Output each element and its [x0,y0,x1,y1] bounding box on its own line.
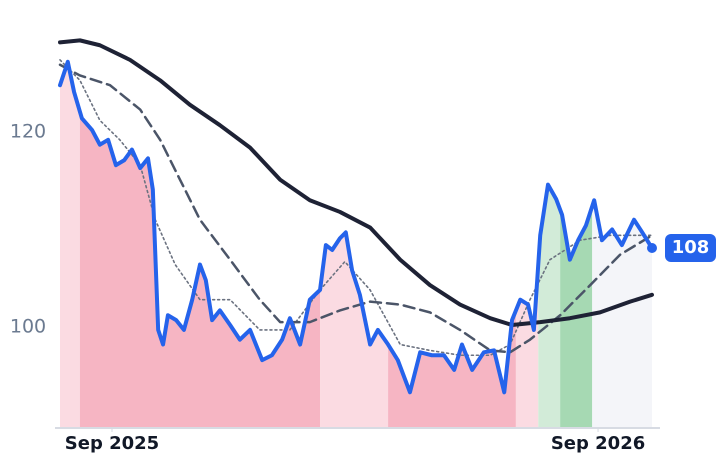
series-line [58,59,654,395]
band-area [538,184,561,427]
series-line [58,63,654,354]
band-area [592,200,652,427]
x-tick-label: Sep 2026 [551,433,645,454]
band-area [320,232,389,427]
y-tick-label: 120 [10,121,46,143]
x-tick-label: Sep 2025 [65,433,159,454]
series-line [58,38,654,328]
value-badge [665,234,716,263]
last-point [647,243,657,254]
y-tick-label: 100 [10,315,46,337]
value-badge-label: 108 [672,237,710,258]
band-area [60,61,80,427]
band-area [515,264,539,427]
